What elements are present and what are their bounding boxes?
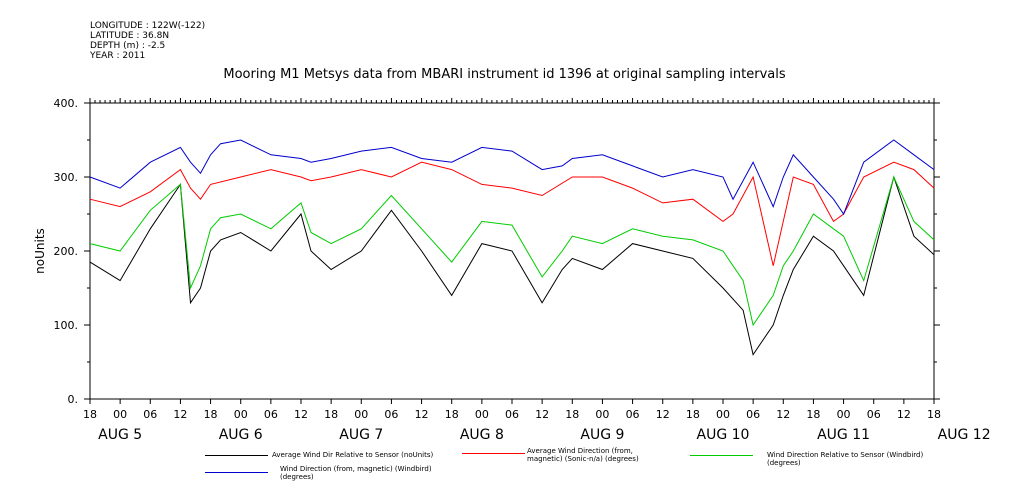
x-tick-label: 06	[746, 408, 760, 421]
series-line-2	[89, 161, 935, 266]
y-tick-label: 100.	[54, 319, 79, 332]
y-tick-label: 400.	[54, 97, 79, 110]
x-tick-label: 00	[837, 408, 851, 421]
x-tick-label: 18	[927, 408, 941, 421]
x-tick-label: 06	[505, 408, 519, 421]
metadata-block: LONGITUDE : 122W(-122) LATITUDE : 36.8N …	[90, 21, 205, 61]
x-tick-label: 18	[83, 408, 97, 421]
x-day-label: AUG 10	[697, 427, 750, 443]
x-day-label: AUG 7	[339, 427, 383, 443]
x-tick-label: 12	[776, 408, 790, 421]
y-tick-label: 300.	[54, 171, 79, 184]
x-tick-label: 12	[897, 408, 911, 421]
x-tick-label: 00	[716, 408, 730, 421]
legend-swatch-2	[462, 453, 525, 454]
x-day-label: AUG 11	[817, 427, 870, 443]
x-tick-label: 12	[656, 408, 670, 421]
x-tick-label: 06	[143, 408, 157, 421]
legend-swatch-1	[205, 455, 268, 456]
x-tick-label: 06	[867, 408, 881, 421]
x-day-label: AUG 5	[98, 427, 142, 443]
x-tick-label: 12	[535, 408, 549, 421]
latitude-label: LATITUDE : 36.8N	[90, 31, 170, 41]
x-day-label: AUG 12	[938, 427, 991, 443]
legend-label-3: Wind Direction Relative to Sensor (Windb…	[767, 451, 924, 467]
series-line-4	[89, 139, 935, 216]
chart-title: Mooring M1 Metsys data from MBARI instru…	[223, 67, 786, 82]
x-day-label: AUG 9	[580, 427, 624, 443]
x-day-label: AUG 6	[219, 427, 263, 443]
legend-label-4: Wind Direction (from, magnetic) (Windbir…	[280, 465, 432, 481]
x-tick-label: 12	[415, 408, 429, 421]
x-tick-label: 06	[384, 408, 398, 421]
x-tick-label: 12	[294, 408, 308, 421]
year-label: YEAR : 2011	[90, 51, 146, 61]
x-tick-label: 18	[445, 408, 459, 421]
legend-label-2: Average Wind Direction (from, magnetic) …	[527, 447, 639, 463]
x-tick-label: 00	[234, 408, 248, 421]
legend-swatch-3	[690, 455, 753, 456]
x-tick-label: 00	[595, 408, 609, 421]
longitude-label: LONGITUDE : 122W(-122)	[90, 21, 206, 31]
x-tick-label: 06	[264, 408, 278, 421]
series-line-1	[89, 175, 935, 356]
x-tick-label: 18	[565, 408, 579, 421]
x-tick-label: 00	[113, 408, 127, 421]
x-tick-label: 00	[475, 408, 489, 421]
y-tick-label: 200.	[54, 245, 79, 258]
x-tick-label: 18	[686, 408, 700, 421]
x-day-label: AUG 8	[460, 427, 504, 443]
legend-label-1: Average Wind Dir Relative to Sensor (noU…	[272, 451, 434, 459]
x-tick-label: 06	[626, 408, 640, 421]
series-line-3	[89, 175, 935, 327]
y-tick-label: 0.	[68, 393, 79, 406]
depth-label: DEPTH (m) : -2.5	[90, 41, 166, 51]
x-tick-label: 18	[204, 408, 218, 421]
x-tick-label: 18	[806, 408, 820, 421]
x-tick-label: 00	[354, 408, 368, 421]
x-tick-label: 18	[324, 408, 338, 421]
x-tick-label: 12	[173, 408, 187, 421]
legend-swatch-4	[205, 472, 268, 473]
y-axis-label: noUnits	[33, 228, 47, 274]
